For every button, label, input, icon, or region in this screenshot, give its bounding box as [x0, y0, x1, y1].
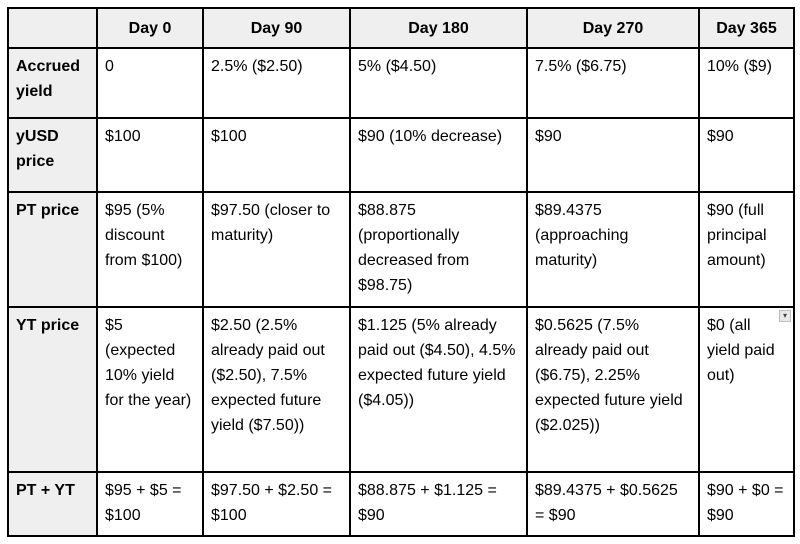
header-day-90: Day 90	[202, 7, 351, 49]
row-label-yt-price: YT price	[7, 306, 98, 473]
header-day-180: Day 180	[349, 7, 528, 49]
cell-pt-price-day-180: $88.875 (proportionally decreased from $…	[349, 191, 528, 308]
cell-accrued-yield-day-180: 5% ($4.50)	[349, 47, 528, 119]
yield-comparison-table: Day 0 Day 90 Day 180 Day 270 Day 365 Acc…	[7, 7, 795, 537]
cell-pt-plus-yt-day-180: $88.875 + $1.125 = $90	[349, 471, 528, 537]
cell-yt-price-day-90: $2.50 (2.5% already paid out ($2.50), 7.…	[202, 306, 351, 473]
table-row-yt-price: YT price $5 (expected 10% yield for the …	[7, 306, 795, 473]
cell-yt-price-day-365: ▾ $0 (all yield paid out)	[698, 306, 795, 473]
dropdown-marker-icon[interactable]: ▾	[779, 310, 791, 322]
header-empty-cell	[7, 7, 98, 49]
cell-pt-price-day-0: $95 (5% discount from $100)	[96, 191, 204, 308]
cell-accrued-yield-day-0: 0	[96, 47, 204, 119]
cell-yusd-price-day-365: $90	[698, 117, 795, 193]
cell-yusd-price-day-0: $100	[96, 117, 204, 193]
cell-accrued-yield-day-270: 7.5% ($6.75)	[526, 47, 700, 119]
cell-yusd-price-day-270: $90	[526, 117, 700, 193]
cell-yt-price-day-0: $5 (expected 10% yield for the year)	[96, 306, 204, 473]
table-row-pt-price: PT price $95 (5% discount from $100) $97…	[7, 191, 795, 308]
cell-pt-plus-yt-day-270: $89.4375 + $0.5625 = $90	[526, 471, 700, 537]
cell-pt-price-day-365: $90 (full principal amount)	[698, 191, 795, 308]
table-header-row: Day 0 Day 90 Day 180 Day 270 Day 365	[7, 7, 795, 49]
table-row-accrued-yield: Accrued yield 0 2.5% ($2.50) 5% ($4.50) …	[7, 47, 795, 119]
row-label-yusd-price: yUSD price	[7, 117, 98, 193]
row-label-accrued-yield: Accrued yield	[7, 47, 98, 119]
cell-pt-plus-yt-day-90: $97.50 + $2.50 = $100	[202, 471, 351, 537]
cell-yusd-price-day-180: $90 (10% decrease)	[349, 117, 528, 193]
cell-pt-plus-yt-day-0: $95 + $5 = $100	[96, 471, 204, 537]
table-row-pt-plus-yt: PT + YT $95 + $5 = $100 $97.50 + $2.50 =…	[7, 471, 795, 537]
header-day-365: Day 365	[698, 7, 795, 49]
header-day-270: Day 270	[526, 7, 700, 49]
cell-pt-plus-yt-day-365: $90 + $0 = $90	[698, 471, 795, 537]
header-day-0: Day 0	[96, 7, 204, 49]
table-row-yusd-price: yUSD price $100 $100 $90 (10% decrease) …	[7, 117, 795, 193]
cell-yt-price-day-270: $0.5625 (7.5% already paid out ($6.75), …	[526, 306, 700, 473]
row-label-pt-plus-yt: PT + YT	[7, 471, 98, 537]
cell-pt-price-day-270: $89.4375 (approaching maturity)	[526, 191, 700, 308]
cell-yt-price-day-180: $1.125 (5% already paid out ($4.50), 4.5…	[349, 306, 528, 473]
cell-yusd-price-day-90: $100	[202, 117, 351, 193]
cell-accrued-yield-day-90: 2.5% ($2.50)	[202, 47, 351, 119]
cell-yt-price-day-365-text: $0 (all yield paid out)	[707, 317, 775, 384]
cell-accrued-yield-day-365: 10% ($9)	[698, 47, 795, 119]
cell-pt-price-day-90: $97.50 (closer to maturity)	[202, 191, 351, 308]
row-label-pt-price: PT price	[7, 191, 98, 308]
